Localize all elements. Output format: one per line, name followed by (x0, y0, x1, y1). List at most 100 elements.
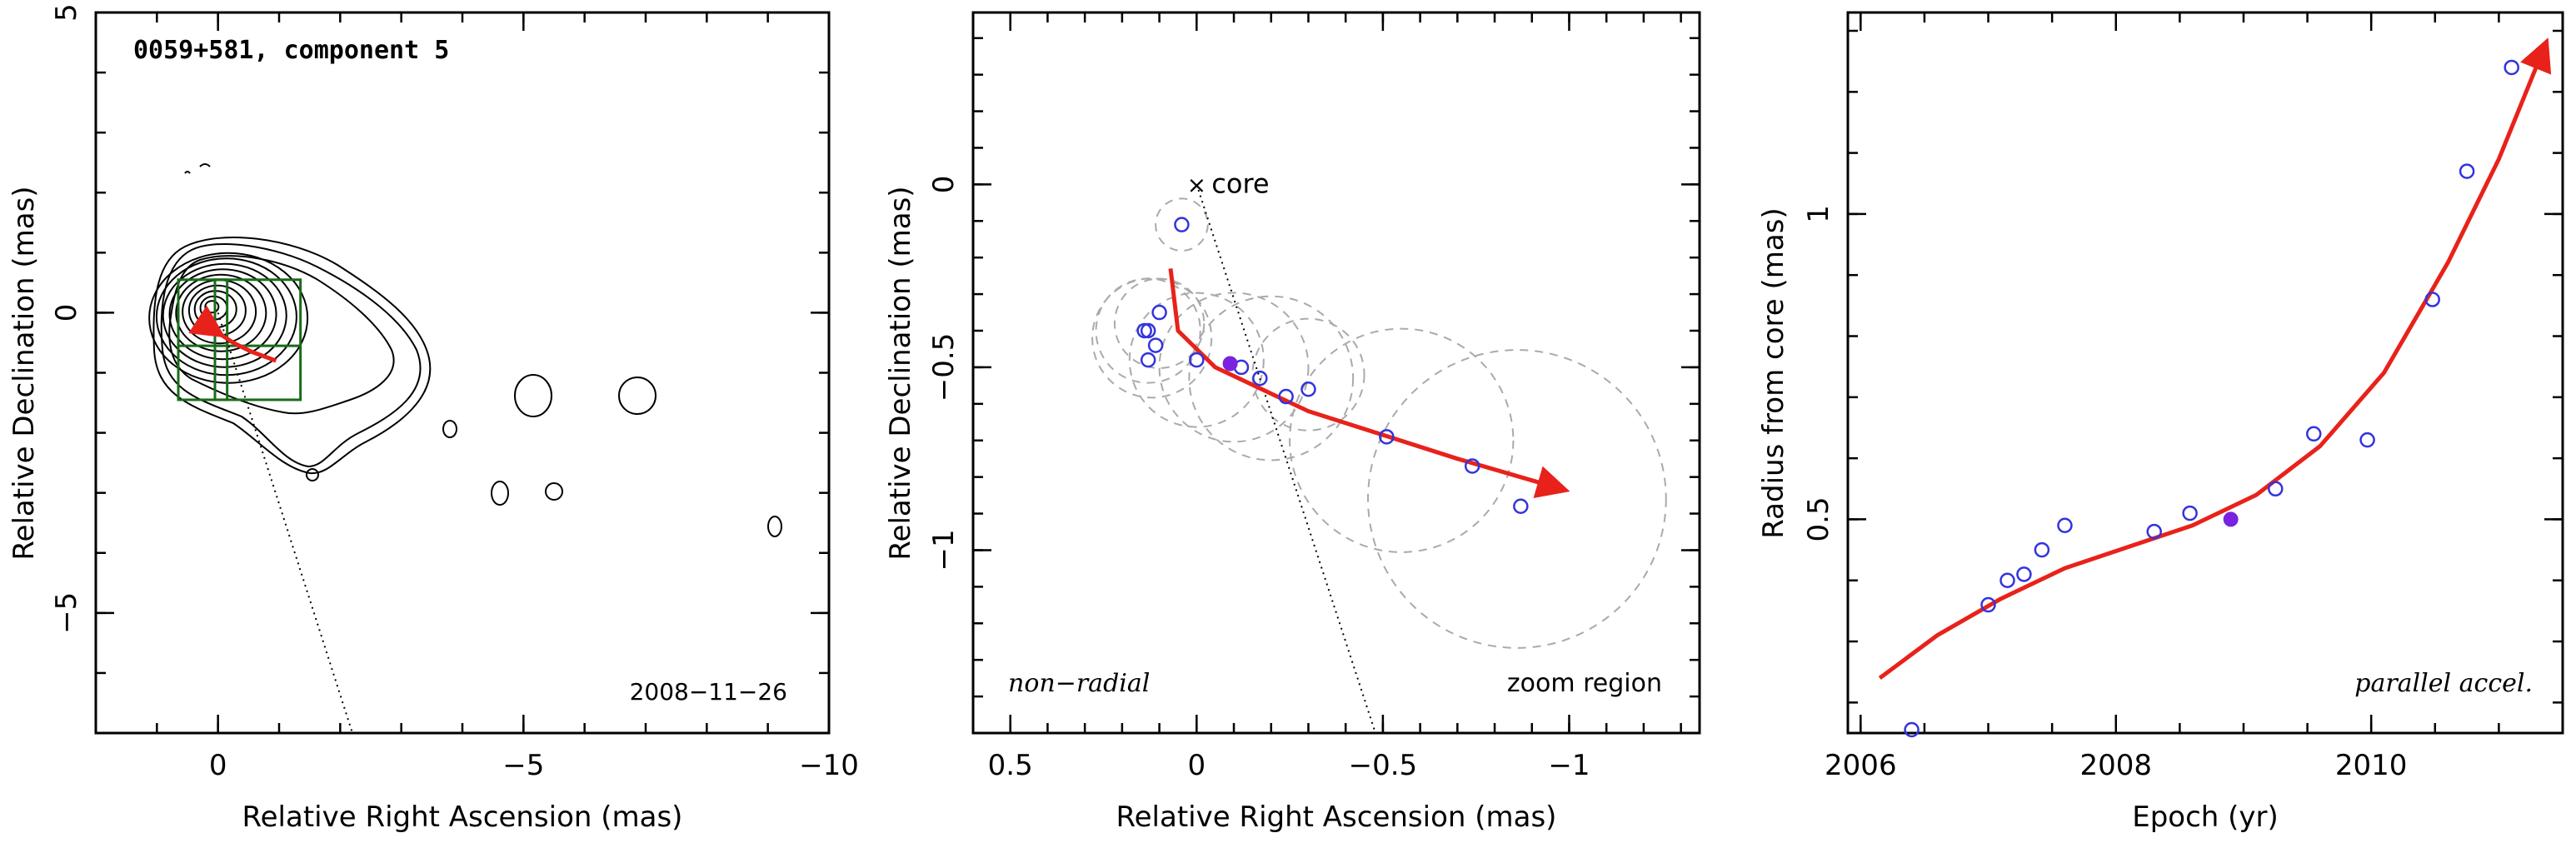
data-point (2459, 163, 2475, 179)
panel2-xlabel: Relative Right Ascension (mas) (1116, 801, 1557, 834)
data-point (1189, 352, 1205, 368)
panel2-xtick-label: 0 (1187, 749, 1206, 782)
panel2-ellipses (1091, 184, 1667, 733)
panel2-annotation-left: non−radial (1008, 669, 1150, 698)
contour-ring (204, 300, 220, 314)
panel3-annotation: parallel accel. (2354, 669, 2533, 698)
contour-envelope (160, 242, 422, 468)
data-point (2268, 481, 2284, 497)
panel3-xtick-label: 2006 (1825, 749, 1897, 782)
contour-blob (491, 481, 509, 506)
data-point (1904, 721, 1920, 738)
component-ellipse (1188, 295, 1355, 461)
data-point (1300, 382, 1316, 397)
panel1-xtick-label: −5 (502, 749, 544, 782)
panel1-xlabel: Relative Right Ascension (mas) (242, 801, 683, 834)
panel2-ytick-label: 0 (927, 176, 961, 194)
contour-blob (767, 516, 782, 537)
panel1-ytick-label: −5 (50, 592, 83, 634)
contour-blob (545, 482, 563, 501)
contour-blob (306, 468, 319, 481)
contour-blob (618, 377, 656, 415)
core-direction-line (217, 312, 353, 733)
contour-ring (175, 273, 267, 352)
panel1-xtick-label: −10 (799, 749, 859, 782)
data-point (1464, 458, 1480, 474)
core-label: core (1211, 167, 1269, 199)
data-point (1140, 352, 1156, 368)
panel1-xtick-label: 0 (209, 749, 227, 782)
panel2-ytick-label: −1 (927, 529, 961, 571)
panel3-ticks: 2006 2008 2010 0.5 1 (1802, 12, 2563, 782)
panel2-ticks: 0.5 0 −0.5 −1 0 −0.5 −1 (927, 12, 1700, 782)
panel2-points (1136, 217, 1570, 515)
panel-trajectory-zoom: 0.5 0 −0.5 −1 0 −0.5 −1 × core non−radial zoom… (884, 11, 1701, 834)
data-point (2146, 523, 2162, 540)
trajectory-arrow (1168, 268, 1570, 499)
panel3-frame (1846, 11, 2564, 735)
contour-blob (442, 420, 457, 438)
data-point (2034, 541, 2050, 558)
component-ellipse (1289, 327, 1515, 553)
panel3-xlabel: Epoch (yr) (2132, 801, 2279, 834)
trajectory-arrow (188, 305, 277, 363)
data-point (1379, 429, 1395, 445)
contour-fragment (184, 163, 211, 174)
panel3-ytick-label: 1 (1802, 205, 1835, 223)
data-point-highlight (1222, 356, 1238, 372)
data-point (1513, 498, 1529, 515)
data-point (1147, 337, 1164, 353)
panel1-contours (148, 163, 782, 733)
data-point (1980, 596, 1996, 613)
panel3-points (1878, 37, 2552, 738)
component-ellipse (1091, 277, 1213, 399)
trajectory-arrow (1878, 37, 2552, 681)
data-point (2057, 517, 2073, 534)
panel-radius-vs-epoch: 2006 2008 2010 0.5 1 parallel accel. Epoch (… (1757, 11, 2564, 834)
panel-contour-map: 0 −5 −10 5 0 −5 0059+581, component 5 2008−11… (7, 3, 859, 834)
data-point (1278, 388, 1294, 405)
panel3-ytick-label: 0.5 (1802, 496, 1835, 541)
panel2-ytick-label: −0.5 (927, 333, 961, 402)
panel1-ytick-label: 0 (50, 304, 83, 322)
data-point (1151, 304, 1167, 321)
panel1-date-label: 2008−11−26 (630, 678, 787, 706)
data-point (1999, 572, 2015, 588)
panel2-annotation-right: zoom region (1507, 669, 1662, 698)
contour-blob (514, 374, 552, 417)
core-direction-line (1196, 184, 1376, 733)
panel3-xtick-label: 2010 (2335, 749, 2408, 782)
component-ellipse (1113, 277, 1206, 369)
panel3-ylabel: Radius from core (mas) (1757, 207, 1790, 538)
panel2-xtick-label: 0.5 (988, 749, 1033, 782)
component-ellipse (1251, 317, 1365, 431)
data-point (2359, 431, 2375, 448)
data-point (2016, 566, 2032, 582)
contour-ring (168, 268, 277, 361)
contour-envelope (168, 255, 395, 415)
data-point (1140, 322, 1156, 339)
component-ellipse (1128, 292, 1265, 428)
panel1-ticks: 0 −5 −10 5 0 −5 (50, 3, 859, 782)
zoom-box-2 (213, 278, 302, 402)
panel2-xtick-label: −0.5 (1349, 749, 1418, 782)
panel2-ylabel: Relative Declination (mas) (884, 186, 917, 560)
data-point (1252, 370, 1268, 387)
panel3-xtick-label: 2008 (2079, 749, 2152, 782)
data-point (2305, 426, 2322, 442)
data-point (1174, 217, 1190, 232)
core-marker: × (1187, 171, 1206, 198)
data-point (2182, 505, 2198, 521)
contour-ring (162, 262, 287, 368)
component-ellipse (1158, 292, 1310, 443)
contour-envelope (152, 237, 432, 475)
panel2-frame (971, 11, 1701, 735)
data-point-highlight (2223, 511, 2239, 527)
component-ellipse (1367, 349, 1667, 649)
panel1-ylabel: Relative Declination (mas) (7, 186, 41, 560)
data-point (2504, 59, 2519, 76)
component-ellipse (1155, 197, 1209, 252)
panel1-title: 0059+581, component 5 (133, 36, 449, 65)
panel1-ytick-label: 5 (50, 3, 83, 22)
